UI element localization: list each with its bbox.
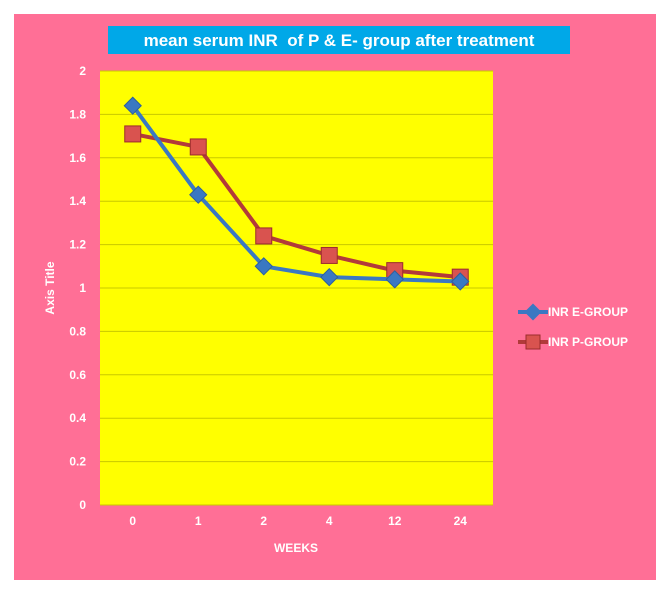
data-point-e-group[interactable] — [385, 270, 404, 289]
data-point-e-group[interactable] — [451, 272, 470, 291]
x-tick-label: 1 — [195, 514, 202, 528]
x-axis-label: WEEKS — [274, 541, 318, 555]
x-tick-label: 2 — [260, 514, 267, 528]
series-e-group — [123, 96, 470, 291]
chart-frame: mean serum INR of P & E- group after tre… — [14, 14, 656, 580]
y-axis-label: Axis Title — [43, 261, 57, 314]
legend-label-e-group: INR E-GROUP — [548, 305, 628, 319]
legend-item-e-group[interactable]: INR E-GROUP — [518, 303, 628, 321]
legend-diamond-icon — [524, 303, 542, 321]
x-tick-label: 24 — [454, 514, 468, 528]
data-point-p-group[interactable] — [255, 227, 273, 245]
y-tick-label: 0.6 — [69, 368, 86, 382]
y-tick-label: 1.2 — [69, 238, 86, 252]
data-point-e-group[interactable] — [254, 257, 273, 276]
y-tick-label: 2 — [79, 64, 86, 78]
x-axis-ticks: 0 1 2 4 12 24 — [129, 514, 467, 528]
legend-item-p-group[interactable]: INR P-GROUP — [518, 334, 628, 350]
series-line — [131, 104, 461, 284]
legend-label-p-group: INR P-GROUP — [548, 335, 628, 349]
y-tick-label: 1.6 — [69, 151, 86, 165]
chart-title-background — [108, 26, 570, 54]
data-point-p-group[interactable] — [320, 246, 338, 264]
legend[interactable]: INR E-GROUP INR P-GROUP — [518, 303, 628, 350]
y-tick-label: 1.4 — [69, 194, 86, 208]
y-tick-label: 1 — [79, 281, 86, 295]
legend-square-icon — [525, 334, 541, 350]
y-tick-label: 0.8 — [69, 324, 86, 338]
series-layer — [123, 96, 470, 291]
x-tick-label: 0 — [129, 514, 136, 528]
y-tick-label: 0.2 — [69, 455, 86, 469]
series-line — [132, 131, 461, 280]
data-point-p-group[interactable] — [189, 138, 207, 156]
y-axis-ticks: 0 0.2 0.4 0.6 0.8 1 1.2 1.4 1.6 1.8 2 — [69, 64, 86, 512]
line-chart: mean serum INR of P & E- group after tre… — [14, 14, 656, 580]
data-point-e-group[interactable] — [320, 267, 339, 287]
x-tick-label: 12 — [388, 514, 402, 528]
data-point-e-group[interactable] — [189, 185, 208, 204]
x-tick-label: 4 — [326, 514, 333, 528]
y-tick-label: 1.8 — [69, 107, 86, 121]
data-point-e-group[interactable] — [123, 96, 142, 115]
data-point-p-group[interactable] — [124, 125, 142, 143]
gridlines — [100, 70, 493, 506]
chart-title: mean serum INR of P & E- group after tre… — [144, 31, 535, 50]
y-tick-label: 0 — [79, 498, 86, 512]
y-tick-label: 0.4 — [69, 411, 86, 425]
